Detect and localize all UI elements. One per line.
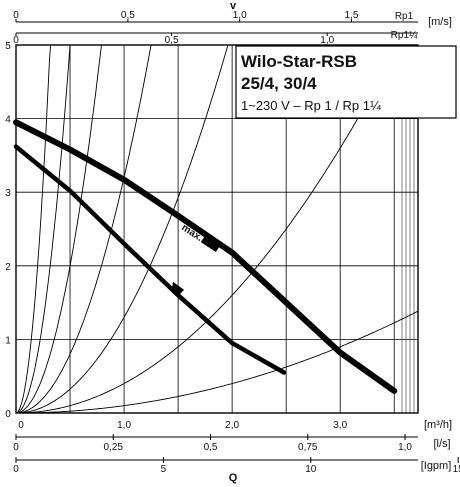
x-tick-label-ls-3: 0,75	[298, 442, 318, 453]
system-curves	[15, 44, 419, 414]
chart-title-line2: 25/4, 30/4	[241, 74, 317, 93]
x-unit-m3h: [m³/h]	[424, 419, 452, 431]
x-tick-label-m3h-0: 0	[18, 420, 24, 431]
system-curve-4	[16, 44, 231, 414]
max-speed-marker	[200, 235, 221, 252]
top-tick-label-rp114-1: 0,5	[165, 35, 179, 46]
v-unit-ms: [m/s]	[428, 16, 452, 28]
system-curve-2	[15, 44, 103, 414]
top-tick-label-rp114-0: 0	[13, 35, 19, 46]
system-curve-6	[16, 310, 419, 414]
x-tick-label-ls-1: 0,25	[104, 442, 124, 453]
series-line-0	[13, 119, 398, 394]
x-tick-label-ls-4: 1,0	[398, 442, 412, 453]
y-tick-label-0: 0	[5, 409, 11, 420]
plot-border	[15, 44, 419, 414]
system-curve-3	[16, 44, 154, 414]
top-axis-label-v: v	[230, 0, 237, 12]
max-curve-label: max.	[179, 222, 204, 244]
top-tick-label-rp1-1: 0,5	[121, 10, 135, 21]
system-curve-0	[15, 44, 52, 414]
x-tick-label-m3h-1: 1,0	[117, 420, 131, 431]
title-box-background	[235, 45, 457, 119]
x-tick-label-igpm-1: 5	[161, 464, 167, 475]
x-tick-label-ls-0: 0	[13, 442, 19, 453]
chart-title-line3: 1~230 V – Rp 1 / Rp 1¼	[241, 98, 381, 113]
top-tick-label-rp1-0: 0	[13, 10, 19, 21]
chart-title-line1: Wilo-Star-RSB	[241, 52, 357, 71]
y-tick-label-5: 5	[5, 41, 11, 52]
title-box: Wilo-Star-RSB 25/4, 30/4 1~230 V – Rp 1 …	[235, 45, 457, 119]
x-tick-label-m3h-2: 2,0	[225, 420, 239, 431]
x-unit-igpm: [Igpm]	[421, 460, 452, 472]
y-tick-label-3: 3	[5, 188, 11, 199]
min-speed-marker	[172, 281, 185, 295]
top-tick-label-rp1-2: 1,0	[233, 10, 247, 21]
system-curve-1	[15, 44, 71, 414]
x-tick-label-igpm-3: 15	[453, 464, 460, 475]
series-group	[13, 119, 398, 394]
top-tick-label-rp114-2: 1,0	[320, 35, 334, 46]
rp114-label: Rp1¼	[391, 29, 418, 41]
rp1-label: Rp1	[395, 11, 414, 22]
series-line-1	[13, 144, 287, 375]
bottom-axis-label-q: Q	[229, 472, 238, 484]
x-tick-label-igpm-2: 10	[305, 464, 317, 475]
x-tick-label-m3h-3: 3,0	[333, 420, 347, 431]
plot-frame	[15, 44, 419, 414]
x-tick-label-igpm-0: 0	[13, 464, 19, 475]
y-tick-label-4: 4	[5, 115, 11, 126]
y-tick-label-1: 1	[5, 335, 11, 346]
top-tick-label-rp1-3: 1,5	[345, 10, 359, 21]
x-tick-label-ls-2: 0,5	[204, 442, 218, 453]
x-unit-ls: [l/s]	[433, 438, 450, 450]
system-curve-5	[16, 44, 405, 414]
tick-labels: 01234501,02,03,000,250,50,751,005101500,…	[5, 10, 460, 475]
y-tick-label-2: 2	[5, 262, 11, 273]
